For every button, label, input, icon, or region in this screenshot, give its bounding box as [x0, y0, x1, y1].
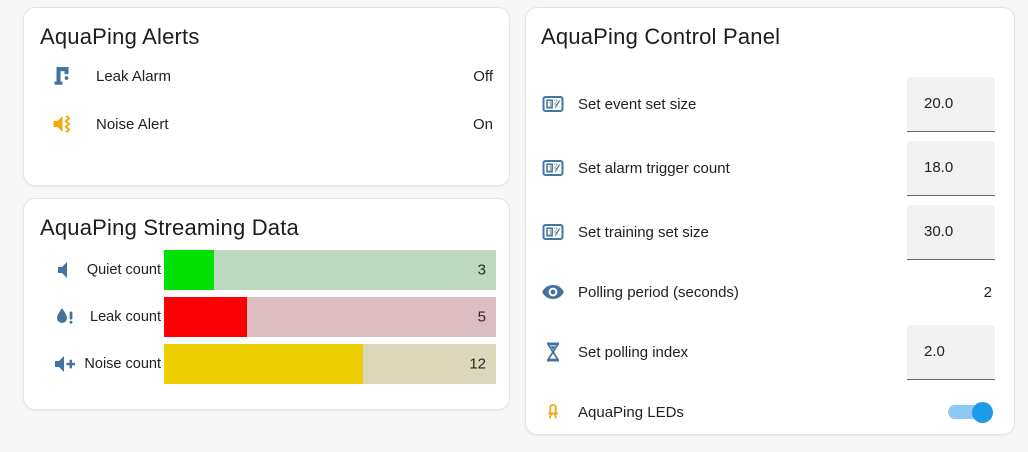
bar-value: 12 — [469, 355, 486, 373]
eye-icon — [542, 285, 564, 299]
number-value: 2.0 — [924, 343, 945, 360]
svg-text:1: 1 — [548, 230, 552, 237]
counter-icon: 1 2 — [542, 96, 564, 112]
row-polling-period[interactable]: Polling period (seconds) 2 — [541, 264, 995, 320]
bar-gauge: 5 — [164, 297, 496, 337]
volume-vibrate-icon — [53, 115, 71, 133]
sensor-value: 2 — [983, 283, 992, 301]
row-label: Polling period (seconds) — [578, 283, 739, 301]
bar-label: Quiet count — [86, 261, 161, 278]
water-pump-icon — [54, 67, 69, 85]
bar-row-leak-count[interactable]: Leak count 5 — [53, 297, 496, 337]
entity-row-leak-alarm[interactable]: Leak Alarm Off — [51, 52, 493, 100]
bar-label: Leak count — [90, 308, 161, 325]
svg-text:2: 2 — [554, 228, 558, 235]
row-set-training-set-size: 1 2 Set training set size 30.0 — [541, 200, 995, 264]
bar-gauge: 12 — [164, 344, 496, 384]
row-set-alarm-trigger-count: 1 2 Set alarm trigger count 18.0 — [541, 136, 995, 200]
bar-label: Noise count — [84, 355, 161, 372]
number-input-polling-index[interactable]: 2.0 — [907, 324, 995, 380]
entity-label: Noise Alert — [96, 115, 169, 133]
bar-fill — [164, 297, 247, 337]
number-input-training-set-size[interactable]: 30.0 — [907, 204, 995, 260]
number-value: 18.0 — [924, 159, 954, 176]
row-set-event-set-size: 1 2 Set event set size 20.0 — [541, 72, 995, 136]
volume-plus-icon — [55, 356, 75, 372]
bar-row-noise-count[interactable]: Noise count 12 — [53, 344, 496, 384]
row-aquaping-leds: AquaPing LEDs — [541, 384, 995, 440]
number-value: 20.0 — [924, 95, 954, 112]
row-label: Set training set size — [578, 223, 709, 241]
alerts-card-title: AquaPing Alerts — [40, 24, 200, 49]
alerts-card: AquaPing Alerts Leak Alarm Off Noise Ale… — [23, 7, 510, 186]
bar-fill — [164, 250, 214, 290]
svg-text:2: 2 — [554, 164, 558, 171]
number-input-alarm-trigger-count[interactable]: 18.0 — [907, 140, 995, 196]
leds-toggle-switch[interactable] — [948, 402, 993, 423]
control-panel-card: AquaPing Control Panel 1 2 Set event set… — [525, 7, 1015, 435]
streaming-data-card: AquaPing Streaming Data Quiet count 3 Le… — [23, 198, 510, 410]
entity-row-noise-alert[interactable]: Noise Alert On — [51, 100, 493, 148]
streaming-card-title: AquaPing Streaming Data — [40, 215, 299, 240]
number-input-event-set-size[interactable]: 20.0 — [907, 76, 995, 132]
toggle-thumb — [972, 402, 993, 423]
entity-state: Off — [473, 67, 493, 85]
row-label: AquaPing LEDs — [578, 403, 684, 421]
bar-gauge: 3 — [164, 250, 496, 290]
svg-text:2: 2 — [554, 100, 558, 107]
counter-icon: 1 2 — [542, 160, 564, 176]
hourglass-icon — [547, 342, 559, 362]
counter-icon: 1 2 — [542, 224, 564, 240]
control-card-title: AquaPing Control Panel — [541, 24, 781, 49]
svg-text:1: 1 — [548, 166, 552, 173]
row-set-polling-index: Set polling index 2.0 — [541, 320, 995, 384]
entity-label: Leak Alarm — [96, 67, 172, 85]
row-label: Set alarm trigger count — [578, 159, 730, 177]
row-label: Set event set size — [578, 95, 697, 113]
bar-fill — [164, 344, 364, 384]
volume-mute-icon — [58, 262, 67, 278]
bar-row-quiet-count[interactable]: Quiet count 3 — [53, 250, 496, 290]
row-label: Set polling index — [578, 343, 689, 361]
entity-state: On — [472, 115, 493, 133]
svg-text:1: 1 — [548, 102, 552, 109]
bar-value: 3 — [477, 261, 486, 279]
number-value: 30.0 — [924, 223, 954, 240]
water-alert-icon — [57, 308, 73, 324]
led-icon — [548, 404, 558, 419]
bar-value: 5 — [477, 308, 486, 326]
